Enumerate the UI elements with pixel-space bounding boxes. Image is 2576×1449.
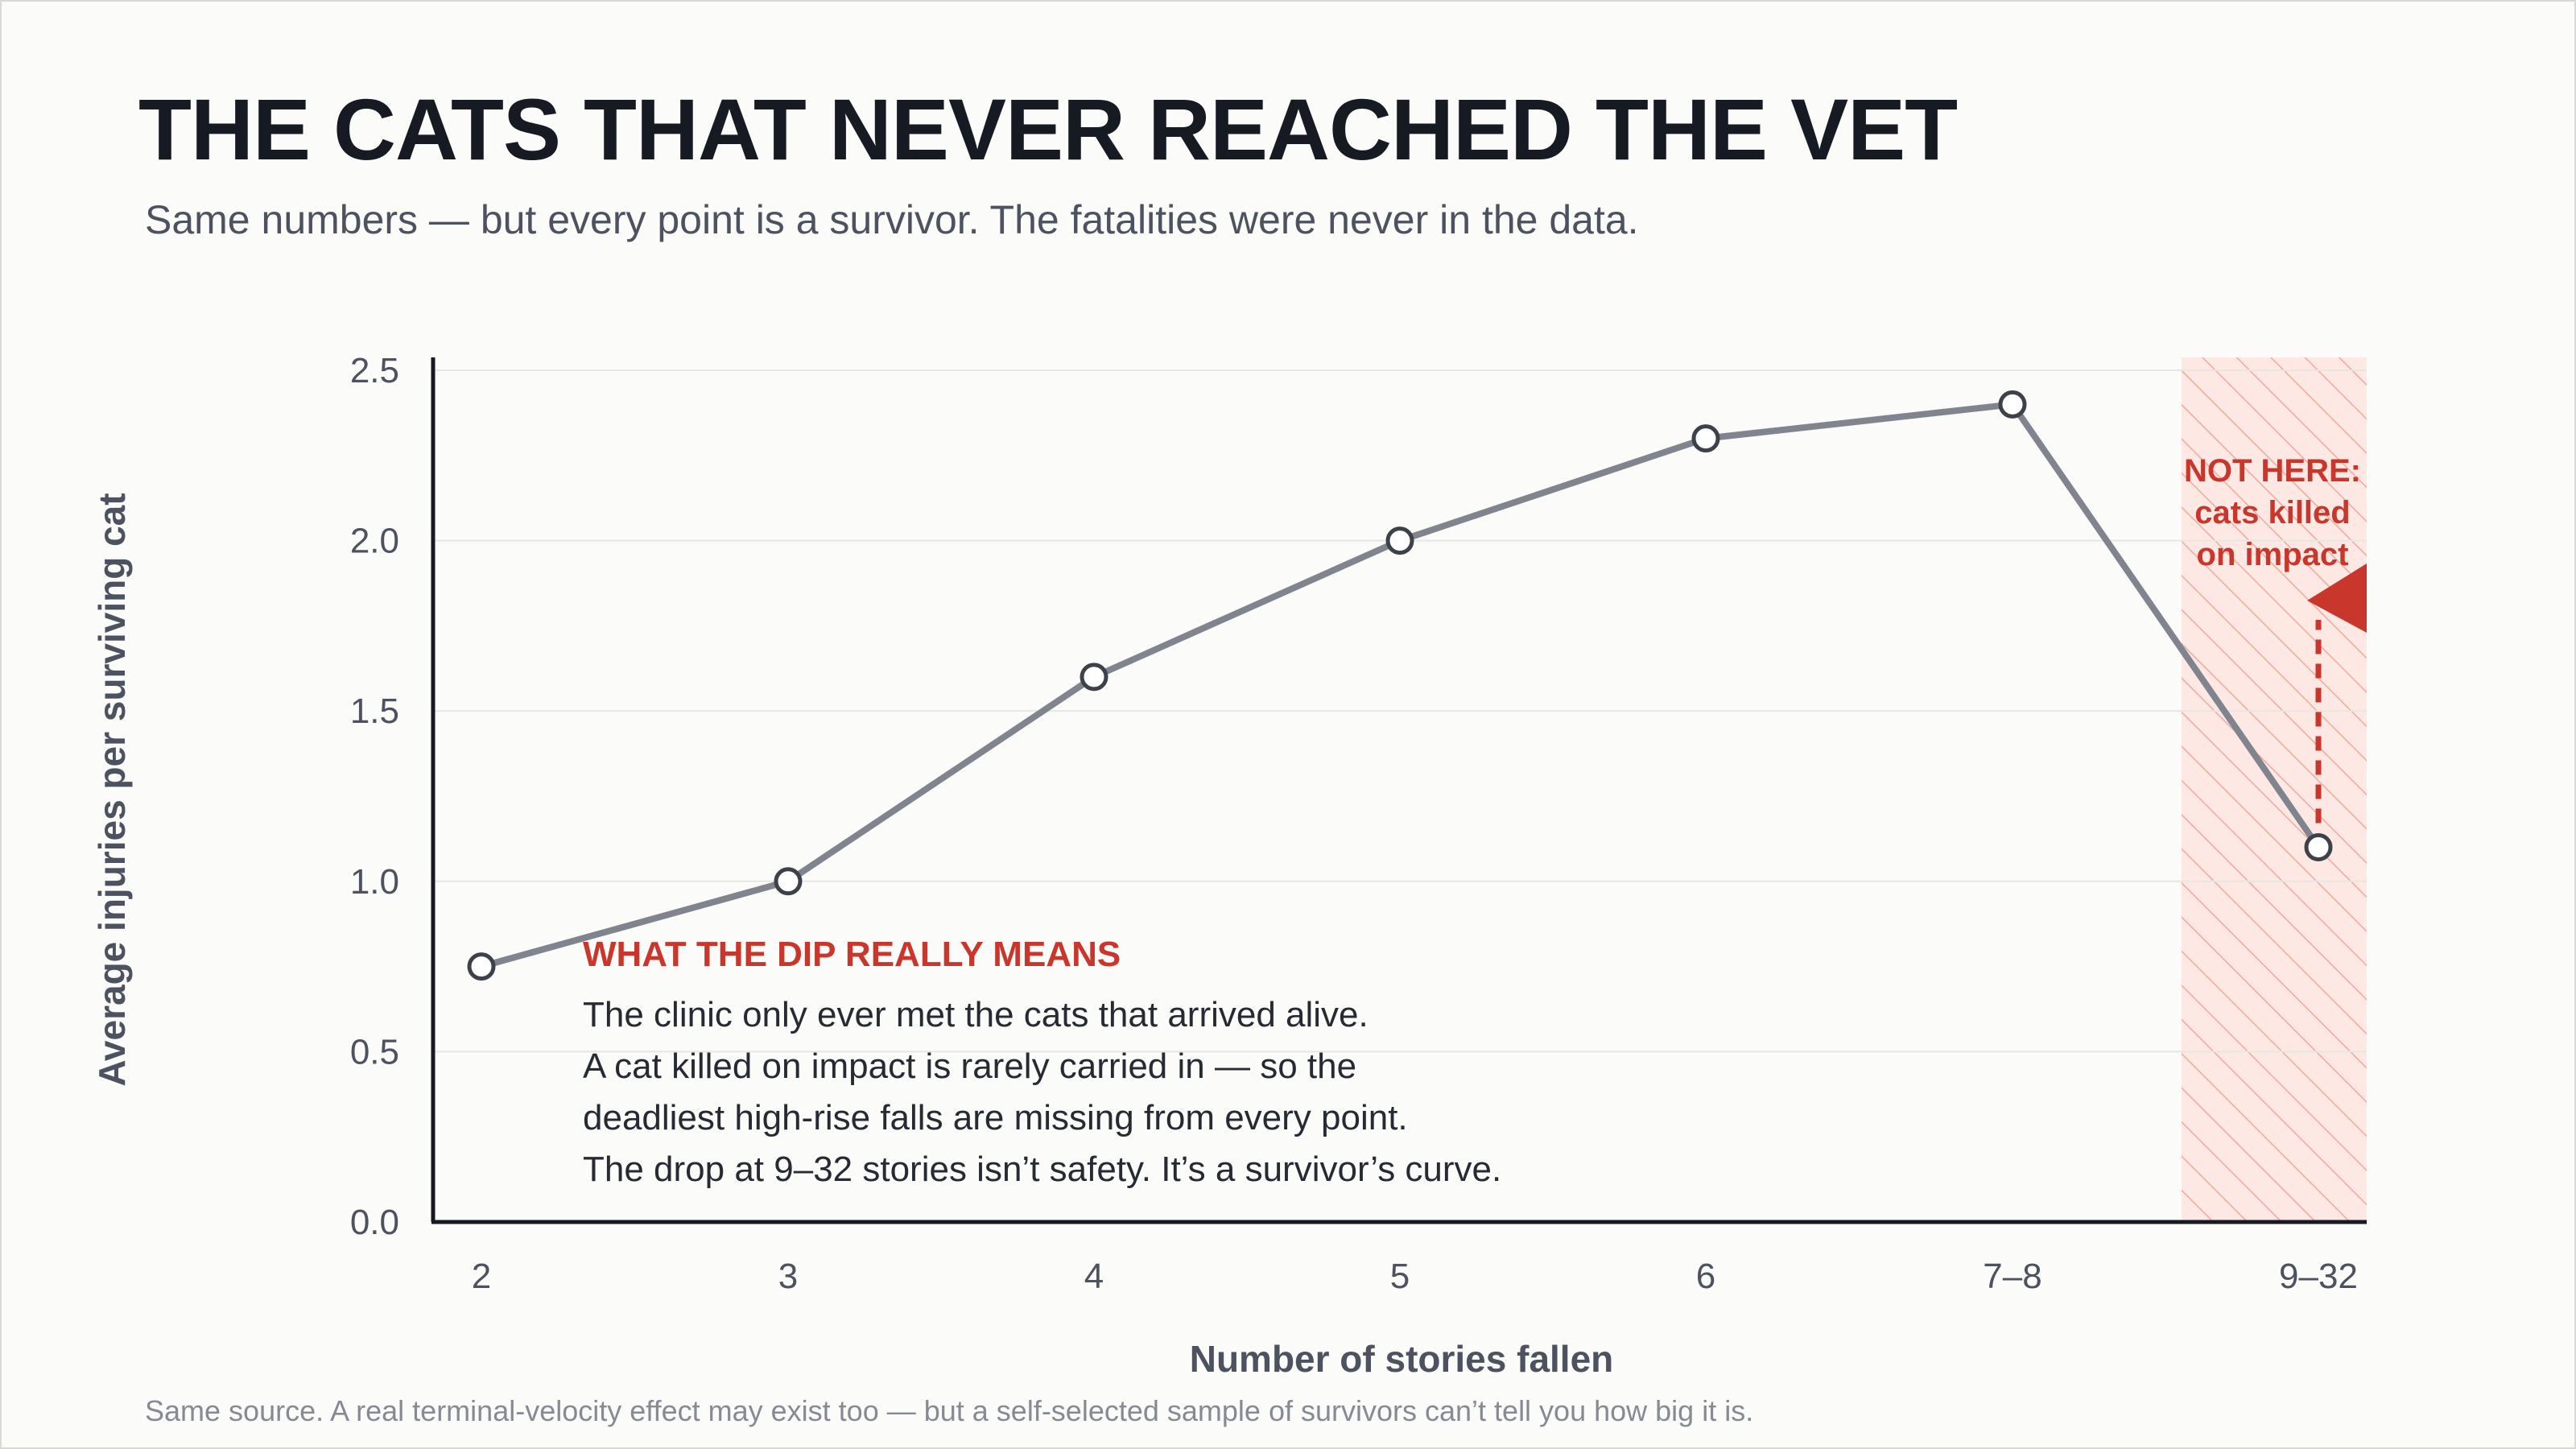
footnote: Same source. A real terminal-velocity ef… xyxy=(145,1394,1754,1427)
band-label: cats killed xyxy=(2194,495,2350,530)
data-point xyxy=(774,867,803,896)
x-tick-label: 2 xyxy=(472,1257,491,1296)
data-point xyxy=(1998,390,2027,419)
data-point xyxy=(2304,832,2333,861)
band-label: NOT HERE: xyxy=(2184,453,2361,489)
y-tick-label: 0.5 xyxy=(350,1032,399,1071)
impact-band xyxy=(2182,357,2367,1222)
x-tick-label: 5 xyxy=(1390,1257,1410,1296)
chart-title: THE CATS THAT NEVER REACHED THE VET xyxy=(138,80,1958,178)
series-line xyxy=(480,401,2322,970)
x-tick-label: 9–32 xyxy=(2279,1257,2358,1296)
data-point xyxy=(1691,424,1720,453)
x-tick-label: 3 xyxy=(778,1257,798,1296)
y-tick-label: 1.0 xyxy=(350,862,399,902)
callout-heading: WHAT THE DIP REALLY MEANS xyxy=(583,935,1121,974)
data-point xyxy=(1385,526,1414,555)
callout-line: The clinic only ever met the cats that a… xyxy=(583,995,1368,1034)
chart-subtitle: Same numbers — but every point is a surv… xyxy=(145,197,1639,242)
data-point xyxy=(467,952,496,981)
x-tick-label: 7–8 xyxy=(1983,1257,2041,1296)
callout-line: The drop at 9–32 stories isn’t safety. I… xyxy=(583,1150,1501,1189)
x-tick-label: 4 xyxy=(1084,1257,1104,1296)
missing-data-arrow-head xyxy=(2307,564,2367,633)
y-tick-label: 1.5 xyxy=(350,691,399,731)
y-tick-label: 2.5 xyxy=(350,351,399,390)
y-axis-label: Average injuries per surviving cat xyxy=(91,493,133,1086)
data-point xyxy=(1080,663,1108,691)
callout-line: deadliest high-rise falls are missing fr… xyxy=(583,1098,1408,1137)
x-tick-label: 6 xyxy=(1696,1257,1715,1296)
y-tick-label: 0.0 xyxy=(350,1203,399,1242)
y-tick-label: 2.0 xyxy=(350,522,399,561)
band-label: on impact xyxy=(2197,537,2349,572)
callout-line: A cat killed on impact is rarely carried… xyxy=(583,1046,1356,1086)
x-axis-label: Number of stories fallen xyxy=(1190,1338,1614,1380)
